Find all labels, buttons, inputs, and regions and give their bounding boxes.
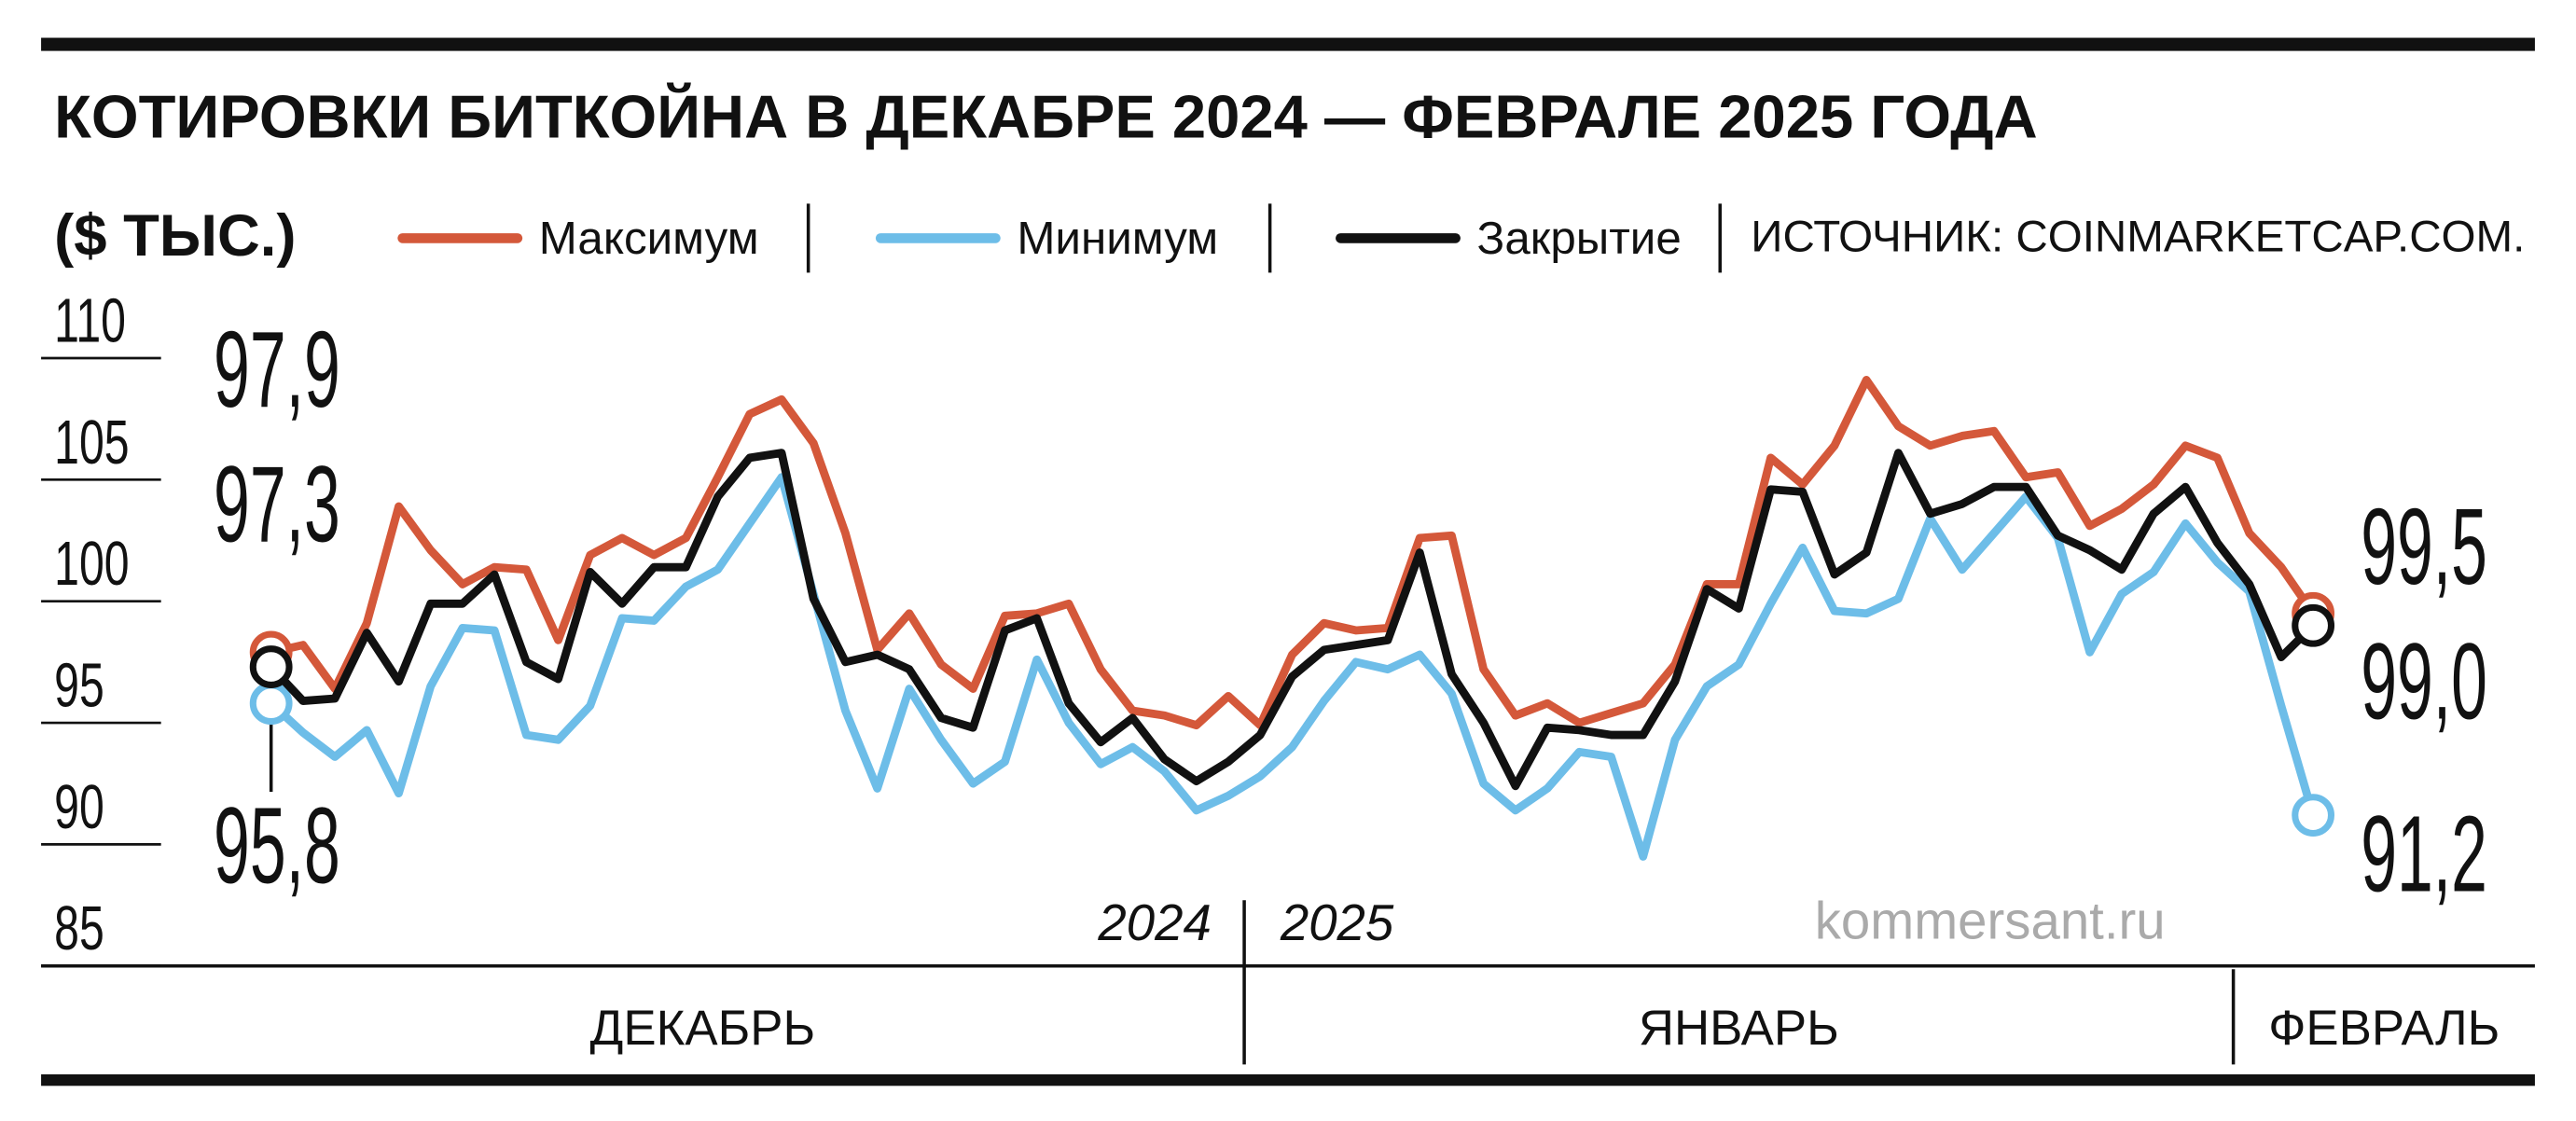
y-tick-label: 100 bbox=[54, 529, 129, 599]
y-tick-label: 85 bbox=[54, 893, 104, 963]
end-point bbox=[2292, 794, 2335, 837]
y-tick-label: 105 bbox=[54, 408, 129, 477]
legend-label: Максимум bbox=[539, 213, 759, 264]
value-label: 99,0 bbox=[2361, 621, 2487, 742]
series-line bbox=[270, 376, 2317, 730]
series-line bbox=[268, 449, 2317, 791]
end-point bbox=[2292, 603, 2335, 647]
y-tick-label: 95 bbox=[54, 651, 104, 721]
top-bar bbox=[41, 37, 2535, 51]
value-label: 95,8 bbox=[214, 785, 340, 906]
y-tick-label: 90 bbox=[54, 772, 104, 842]
value-label: 97,9 bbox=[214, 310, 340, 431]
y-axis-label: ($ ТЫС.) bbox=[54, 203, 296, 269]
value-label: 97,3 bbox=[214, 444, 340, 565]
year-label: 2025 bbox=[1280, 894, 1394, 951]
value-label: 99,5 bbox=[2361, 487, 2487, 608]
chart-title: КОТИРОВКИ БИТКОЙНА В ДЕКАБРЕ 2024 — ФЕВР… bbox=[54, 83, 2037, 151]
series-line bbox=[268, 473, 2318, 861]
year-label: 2024 bbox=[1097, 894, 1211, 951]
x-month-label: ФЕВРАЛЬ bbox=[2268, 1001, 2500, 1056]
legend-label: Закрытие bbox=[1477, 213, 1682, 264]
value-label: 91,2 bbox=[2361, 794, 2487, 915]
x-month-label: ДЕКАБРЬ bbox=[590, 1001, 816, 1056]
x-month-label: ЯНВАРЬ bbox=[1639, 1001, 1839, 1056]
source: ИСТОЧНИК: COINMARKETCAP.COM. bbox=[1751, 213, 2525, 262]
y-tick-label: 110 bbox=[54, 286, 126, 356]
watermark: kommersant.ru bbox=[1815, 892, 2166, 950]
bottom-bar bbox=[41, 1073, 2535, 1086]
end-point bbox=[249, 645, 293, 688]
legend-label: Минимум bbox=[1017, 213, 1218, 264]
end-point bbox=[249, 682, 293, 726]
